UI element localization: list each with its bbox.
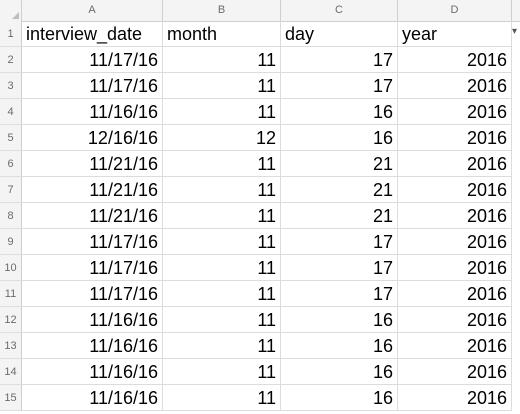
cell-c[interactable]: 21 [281,151,398,177]
cell-b[interactable]: 11 [163,333,281,359]
row-header[interactable]: 11 [0,281,22,307]
cell-b[interactable]: 11 [163,229,281,255]
column-header-a[interactable]: A [22,0,163,21]
row-header[interactable]: 6 [0,151,22,177]
cell-a[interactable]: 11/21/16 [22,203,163,229]
cell-d[interactable]: 2016 [398,125,512,151]
cell-c[interactable]: 17 [281,255,398,281]
cell-d[interactable]: 2016 [398,151,512,177]
cell-a[interactable]: 11/21/16 [22,177,163,203]
row-header[interactable]: 8 [0,203,22,229]
cell-d[interactable]: 2016 [398,73,512,99]
column-e-partial: ▾ [512,26,517,37]
row-header[interactable]: 4 [0,99,22,125]
cell-a[interactable]: 11/17/16 [22,229,163,255]
row-header[interactable]: 5 [0,125,22,151]
cell-b[interactable]: 12 [163,125,281,151]
header-cell-d[interactable]: year [398,21,512,47]
cell-b[interactable]: 11 [163,281,281,307]
cell-c[interactable]: 17 [281,281,398,307]
cell-c[interactable]: 16 [281,307,398,333]
row-header[interactable]: 2 [0,47,22,73]
cell-c[interactable]: 21 [281,203,398,229]
cell-a[interactable]: 11/16/16 [22,359,163,385]
column-header-b[interactable]: B [163,0,281,21]
cell-c[interactable]: 16 [281,333,398,359]
cell-c[interactable]: 16 [281,99,398,125]
cell-d[interactable]: 2016 [398,359,512,385]
row-header[interactable]: 15 [0,385,22,411]
header-cell-a[interactable]: interview_date [22,21,163,47]
cell-d[interactable]: 2016 [398,177,512,203]
cell-c[interactable]: 21 [281,177,398,203]
row-header[interactable]: 12 [0,307,22,333]
cell-d[interactable]: 2016 [398,229,512,255]
cell-b[interactable]: 11 [163,255,281,281]
cell-c[interactable]: 16 [281,359,398,385]
cell-c[interactable]: 17 [281,229,398,255]
column-header-d[interactable]: D [398,0,512,21]
cell-d[interactable]: 2016 [398,385,512,411]
cell-a[interactable]: 11/16/16 [22,99,163,125]
cell-d[interactable]: 2016 [398,99,512,125]
cell-a[interactable]: 11/16/16 [22,333,163,359]
header-cell-c[interactable]: day [281,21,398,47]
cell-a[interactable]: 12/16/16 [22,125,163,151]
cell-d[interactable]: 2016 [398,255,512,281]
cell-c[interactable]: 17 [281,73,398,99]
cell-d[interactable]: 2016 [398,333,512,359]
cell-c[interactable]: 16 [281,125,398,151]
cell-a[interactable]: 11/16/16 [22,385,163,411]
cell-b[interactable]: 11 [163,177,281,203]
cell-b[interactable]: 11 [163,203,281,229]
cell-b[interactable]: 11 [163,73,281,99]
cell-a[interactable]: 11/17/16 [22,281,163,307]
row-header[interactable]: 9 [0,229,22,255]
cell-a[interactable]: 11/17/16 [22,47,163,73]
cell-a[interactable]: 11/21/16 [22,151,163,177]
cell-d[interactable]: 2016 [398,281,512,307]
cell-a[interactable]: 11/17/16 [22,73,163,99]
header-cell-b[interactable]: month [163,21,281,47]
row-header[interactable]: 3 [0,73,22,99]
cell-d[interactable]: 2016 [398,307,512,333]
cell-b[interactable]: 11 [163,307,281,333]
cell-b[interactable]: 11 [163,99,281,125]
cell-d[interactable]: 2016 [398,203,512,229]
row-header[interactable]: 1 [0,21,22,47]
cell-b[interactable]: 11 [163,385,281,411]
cell-a[interactable]: 11/16/16 [22,307,163,333]
cell-c[interactable]: 17 [281,47,398,73]
row-header[interactable]: 13 [0,333,22,359]
cell-d[interactable]: 2016 [398,47,512,73]
column-header-c[interactable]: C [281,0,398,21]
row-header[interactable]: 14 [0,359,22,385]
cell-b[interactable]: 11 [163,47,281,73]
cell-b[interactable]: 11 [163,359,281,385]
cell-c[interactable]: 16 [281,385,398,411]
select-all-icon [12,12,19,19]
row-header[interactable]: 10 [0,255,22,281]
cell-b[interactable]: 11 [163,151,281,177]
cell-a[interactable]: 11/17/16 [22,255,163,281]
column-header-bar: A B C D [0,0,520,22]
select-all-corner[interactable] [0,0,22,21]
row-header[interactable]: 7 [0,177,22,203]
